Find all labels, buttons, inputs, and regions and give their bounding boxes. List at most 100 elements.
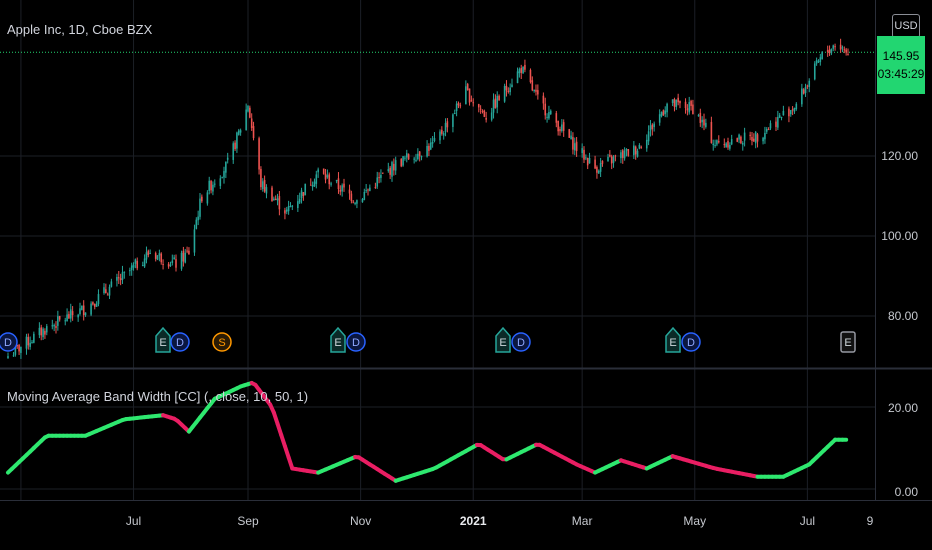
candle-body <box>415 159 417 161</box>
candle-body <box>404 157 406 159</box>
candle-body <box>496 95 499 108</box>
candle-body <box>610 156 613 164</box>
dividend-icon <box>681 332 701 352</box>
event-marker-e[interactable]: E <box>665 326 681 353</box>
candle-body <box>81 305 83 310</box>
candle-body <box>58 316 61 320</box>
candle-body <box>573 143 576 151</box>
currency-button[interactable]: USD <box>892 14 920 38</box>
event-marker-e[interactable]: E <box>840 331 856 353</box>
candle-body <box>289 206 292 208</box>
candle-body <box>465 86 467 105</box>
time-tick-label: 2021 <box>459 514 487 528</box>
candle-body <box>274 198 277 201</box>
dividend-icon <box>0 332 18 352</box>
candle-body <box>143 258 146 267</box>
candle-body <box>782 110 785 116</box>
event-marker-label: D <box>4 337 12 349</box>
candle-body <box>93 303 96 307</box>
candle-body <box>472 102 475 104</box>
candle-body <box>298 198 301 203</box>
candle-body <box>365 190 367 192</box>
candle-body <box>420 156 423 158</box>
candle-body <box>103 287 105 294</box>
event-marker-label: E <box>159 337 166 349</box>
candle-body <box>158 253 161 256</box>
candle-body <box>82 305 85 316</box>
candle-body <box>149 253 151 255</box>
candle-body <box>376 177 379 187</box>
candle-body <box>374 186 377 188</box>
event-marker-e[interactable]: E <box>495 326 511 353</box>
time-tick-label: Nov <box>349 514 372 528</box>
event-marker-e[interactable]: E <box>330 326 346 353</box>
candle-body <box>546 116 548 118</box>
candle-body <box>250 118 253 128</box>
last-price: 145.95 <box>882 49 920 63</box>
candle-body <box>808 80 811 87</box>
event-marker-e[interactable]: E <box>155 326 171 353</box>
candle-body <box>729 144 731 149</box>
candle-body <box>195 219 198 229</box>
candle-body <box>819 57 822 63</box>
candle-body <box>213 183 216 185</box>
candle-body <box>367 189 369 191</box>
candle-body <box>324 173 327 180</box>
candle-body <box>481 110 484 112</box>
candle-body <box>77 314 79 318</box>
candle-body <box>405 153 408 158</box>
candle-body <box>429 142 432 150</box>
candle-body <box>106 294 109 296</box>
candle-body <box>841 47 844 49</box>
event-marker-d[interactable]: D <box>346 332 366 352</box>
candle-body <box>492 99 495 113</box>
candle-body <box>765 129 768 132</box>
candle-body <box>134 259 137 264</box>
candle-body <box>79 308 81 315</box>
candle-body <box>716 140 718 145</box>
price-tick-120: 120.00 <box>881 149 918 163</box>
event-marker-d[interactable]: D <box>681 332 701 352</box>
candle-body <box>400 159 403 167</box>
candle-body <box>68 314 70 319</box>
candle-body <box>188 250 190 255</box>
candle-body <box>12 355 15 357</box>
candle-body <box>459 105 462 107</box>
candle-body <box>40 327 43 336</box>
candle-body <box>609 154 611 157</box>
dividend-icon <box>511 332 531 352</box>
candle-body <box>511 84 513 87</box>
candle-body <box>201 196 203 202</box>
earnings-icon <box>330 326 346 353</box>
candle-body <box>123 271 126 273</box>
candle-body <box>322 168 325 174</box>
candle-body <box>284 210 286 214</box>
candle-body <box>586 157 589 166</box>
event-marker-d[interactable]: D <box>511 332 531 352</box>
candle-body <box>328 174 331 185</box>
symbol-title[interactable]: Apple Inc, 1D, Cboe BZX <box>7 22 153 37</box>
candle-body <box>581 148 583 154</box>
candle-body <box>753 138 755 142</box>
candle-body <box>625 148 628 151</box>
candle-body <box>638 144 641 149</box>
candle-body <box>219 178 222 187</box>
candle-body <box>20 346 22 353</box>
candle-body <box>516 71 519 84</box>
candle-body <box>559 128 561 132</box>
event-marker-d[interactable]: D <box>170 332 190 352</box>
candle-body <box>717 141 720 143</box>
candle-body <box>369 187 371 191</box>
event-marker-d[interactable]: D <box>0 332 18 352</box>
candle-body <box>186 250 188 252</box>
candle-body <box>503 85 506 102</box>
indicator-title[interactable]: Moving Average Band Width [CC] (, close,… <box>7 389 309 404</box>
event-marker-s[interactable]: S <box>212 332 232 352</box>
candle-body <box>623 150 626 159</box>
candle-body <box>129 270 131 272</box>
candle-body <box>417 153 419 160</box>
candle-body <box>627 149 630 156</box>
candle-body <box>66 314 68 322</box>
